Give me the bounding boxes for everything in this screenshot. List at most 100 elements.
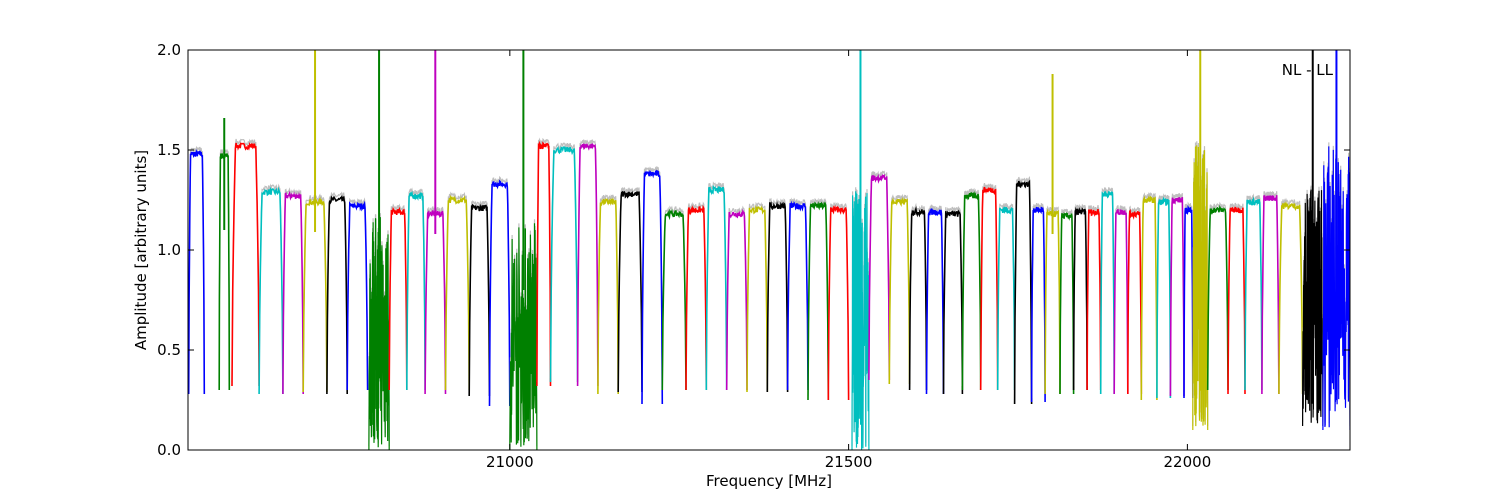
- reference-line-58: [1278, 197, 1304, 391]
- y-tick-label-2: 1.0: [157, 241, 181, 259]
- channel-line-16: [536, 140, 552, 387]
- channel-line-57: [1261, 194, 1280, 395]
- channel-line-4: [282, 190, 304, 395]
- reference-line-44: [1072, 203, 1088, 387]
- x-tick-label-2: 22000: [1164, 453, 1212, 471]
- y-tick-label-1: 0.5: [157, 341, 181, 359]
- channel-line-34: [908, 205, 928, 391]
- channel-line-43: [1059, 211, 1075, 395]
- channel-line-38: [979, 186, 999, 391]
- channel-line-15: [509, 223, 538, 450]
- y-tick-label-3: 1.5: [157, 141, 181, 159]
- channel-line-44: [1072, 206, 1088, 391]
- channel-line-32: [868, 173, 891, 381]
- reference-line-48: [1127, 205, 1142, 391]
- channel-line-40: [1013, 179, 1033, 405]
- reference-line-30: [827, 201, 850, 397]
- channel-line-45: [1086, 209, 1102, 391]
- reference-line-24: [705, 181, 728, 387]
- reference-line-10: [406, 187, 426, 387]
- channel-line-47: [1113, 209, 1129, 395]
- x-tick-label-1: 21500: [825, 453, 873, 471]
- channel-line-37: [961, 191, 982, 391]
- reference-line-51: [1169, 193, 1185, 393]
- channel-line-54: [1206, 204, 1229, 391]
- channel-line-52: [1183, 204, 1194, 399]
- channel-line-19: [597, 197, 619, 395]
- channel-line-21: [641, 169, 664, 405]
- channel-line-48: [1127, 208, 1143, 395]
- reference-line-6: [326, 191, 348, 391]
- x-axis-label: Frequency [MHz]: [706, 472, 832, 490]
- channel-line-17: [549, 146, 579, 383]
- channel-line-46: [1099, 190, 1115, 395]
- channel-line-31: [851, 191, 870, 450]
- reference-line-33: [888, 193, 911, 381]
- channel-line-13: [468, 203, 491, 397]
- series-layer: [188, 50, 1350, 450]
- channel-line-55: [1227, 206, 1246, 395]
- channel-line-29: [807, 201, 830, 401]
- reference-line-40: [1013, 176, 1033, 401]
- reference-line-9: [388, 203, 408, 387]
- reference-line-39: [997, 202, 1016, 387]
- reference-line-34: [908, 202, 928, 387]
- channel-line-22: [661, 208, 687, 391]
- reference-line-32: [868, 170, 890, 377]
- reference-line-17: [549, 142, 579, 379]
- x-tick-label-0: 21000: [486, 453, 534, 471]
- channel-line-50: [1156, 196, 1172, 399]
- y-tick-label-0: 0.0: [157, 441, 181, 459]
- channel-line-9: [388, 206, 408, 391]
- channel-line-6: [326, 194, 348, 395]
- reference-line-4: [282, 187, 304, 391]
- channel-line-56: [1244, 196, 1263, 391]
- reference-line-19: [597, 193, 619, 391]
- channel-line-58: [1278, 200, 1304, 395]
- reference-line-14: [488, 175, 511, 403]
- reference-line-12: [444, 191, 470, 387]
- reference-line-20: [617, 186, 643, 389]
- reference-line-25: [726, 205, 748, 387]
- channel-line-39: [996, 206, 1016, 391]
- channel-line-36: [942, 209, 964, 395]
- channel-line-49: [1140, 194, 1158, 401]
- channel-line-7: [346, 200, 369, 391]
- reference-line-45: [1086, 205, 1102, 387]
- channel-line-53: [1192, 145, 1209, 431]
- channel-line-26: [746, 205, 769, 393]
- channel-line-33: [888, 197, 911, 385]
- channel-line-35: [925, 208, 945, 395]
- channel-line-20: [617, 190, 643, 393]
- channel-line-41: [1030, 206, 1046, 403]
- reference-line-54: [1207, 201, 1229, 387]
- channel-line-28: [786, 200, 809, 391]
- channel-line-14: [488, 179, 511, 407]
- channel-line-51: [1169, 196, 1185, 397]
- channel-line-18: [576, 142, 599, 387]
- reference-line-35: [925, 204, 945, 391]
- tick-layer: 21000 21500 22000 0.0 0.5 1.0 1.5 2.0: [157, 41, 1350, 471]
- reference-line-0: [188, 145, 205, 391]
- channel-line-24: [705, 184, 728, 391]
- reference-line-41: [1030, 202, 1046, 399]
- reference-line-46: [1100, 187, 1115, 391]
- y-tick-label-4: 2.0: [157, 41, 181, 59]
- reference-line-29: [807, 197, 829, 397]
- channel-line-25: [725, 208, 748, 391]
- channel-line-0: [188, 149, 206, 395]
- channel-line-12: [444, 194, 470, 391]
- reference-line-2: [231, 138, 260, 383]
- channel-line-30: [827, 204, 850, 401]
- channel-line-3: [258, 186, 284, 395]
- channel-line-10: [406, 190, 426, 391]
- channel-line-2: [231, 141, 260, 387]
- reference-line-52: [1183, 201, 1194, 395]
- channel-line-23: [685, 204, 708, 391]
- y-axis-label: Amplitude [arbitrary units]: [132, 150, 150, 350]
- reference-line-56: [1244, 193, 1263, 387]
- channel-line-27: [766, 201, 789, 393]
- reference-line-18: [576, 139, 599, 383]
